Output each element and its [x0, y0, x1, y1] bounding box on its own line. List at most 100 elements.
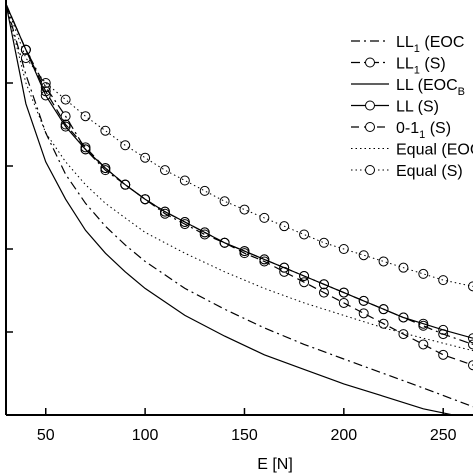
series-line — [6, 3, 473, 339]
legend-label: Equal (EOC — [396, 142, 473, 159]
legend-item: LL1 (EOC — [351, 34, 464, 55]
data-point — [20, 44, 31, 55]
legend-label: LL1 (EOC — [396, 34, 464, 55]
data-point — [398, 329, 409, 340]
data-point — [299, 229, 310, 240]
legend-label-sub: 1 — [414, 43, 420, 55]
data-point — [438, 275, 449, 286]
data-point — [20, 53, 31, 64]
data-point — [299, 277, 310, 288]
legend-label: 0-11 (S) — [396, 120, 451, 141]
data-point — [438, 349, 449, 360]
series-6 — [6, 3, 473, 292]
legend-label-main: Equal (EOC — [396, 142, 473, 159]
data-point — [378, 256, 389, 267]
data-point — [378, 318, 389, 329]
data-point — [199, 185, 210, 196]
data-point — [358, 308, 369, 319]
data-point — [120, 140, 131, 151]
legend-item: LL (EOCB — [351, 77, 465, 98]
data-point — [358, 295, 369, 306]
data-point — [468, 339, 473, 350]
data-point — [219, 196, 230, 207]
data-point — [140, 152, 151, 163]
data-point — [279, 266, 290, 277]
data-point — [40, 86, 51, 97]
legend-label-main: LL — [396, 34, 414, 51]
series-2 — [6, 3, 457, 415]
data-point — [60, 111, 71, 122]
data-point — [60, 94, 71, 105]
legend-item: LL (S) — [351, 99, 439, 116]
legend-item: Equal (S) — [351, 163, 463, 180]
data-point — [398, 312, 409, 323]
axes: 50 100 150 200 250 — [5, 0, 473, 444]
legend-label-tail: (S) — [420, 56, 446, 73]
data-point — [338, 287, 349, 298]
legend-label: LL (EOCB — [396, 77, 465, 98]
data-point — [318, 237, 329, 248]
data-point — [159, 206, 170, 217]
series-line — [6, 3, 473, 287]
x-axis-label: E [N] — [257, 456, 293, 473]
data-point — [179, 217, 190, 228]
legend-label: LL (S) — [396, 99, 439, 116]
data-point — [120, 179, 131, 190]
legend-item: 0-11 (S) — [351, 120, 451, 141]
data-point — [438, 324, 449, 335]
data-point — [199, 227, 210, 238]
data-point — [279, 262, 290, 273]
data-point — [468, 360, 473, 371]
data-point — [318, 279, 329, 290]
data-point — [299, 270, 310, 281]
data-point — [239, 204, 250, 215]
series-4 — [6, 3, 473, 371]
series-0 — [6, 3, 473, 408]
x-tick-label: 200 — [330, 427, 357, 444]
legend-item: Equal (EOC — [351, 142, 473, 159]
data-point — [100, 163, 111, 174]
data-point — [80, 111, 91, 122]
x-tick-label: 100 — [132, 427, 159, 444]
legend-marker — [365, 122, 375, 132]
data-point — [100, 125, 111, 136]
data-point — [159, 165, 170, 176]
series-5 — [6, 3, 473, 352]
data-point — [60, 119, 71, 130]
series-line — [6, 3, 457, 415]
legend-item: LL1 (S) — [351, 56, 446, 77]
legend-label-sub: B — [458, 86, 465, 98]
data-point — [279, 221, 290, 232]
data-point — [259, 212, 270, 223]
legend-label-tail: (S) — [425, 120, 451, 137]
series-line — [6, 3, 473, 352]
data-point — [418, 318, 429, 329]
legend-label-main: 0-1 — [396, 120, 419, 137]
legend-label-sub: 1 — [419, 129, 425, 141]
data-point — [140, 194, 151, 205]
x-tick-label: 150 — [231, 427, 258, 444]
data-point — [338, 244, 349, 254]
data-point — [338, 297, 349, 308]
data-point — [239, 248, 250, 259]
legend-label-tail: (EOC — [420, 34, 464, 51]
legend-marker — [365, 57, 375, 68]
legend-label-sub: 1 — [414, 65, 420, 77]
legend-marker — [365, 165, 375, 175]
series-layer — [6, 3, 473, 415]
data-point — [418, 339, 429, 350]
legend-label: LL1 (S) — [396, 56, 446, 77]
legend-label-main: Equal (S) — [396, 163, 463, 180]
legend-label-main: LL — [396, 56, 414, 73]
data-point — [259, 256, 270, 267]
data-point — [398, 262, 409, 273]
data-point — [418, 268, 429, 279]
data-point — [80, 142, 91, 153]
legend-label: Equal (S) — [396, 163, 463, 180]
data-point — [468, 333, 473, 344]
data-point — [358, 250, 369, 261]
x-tick-label: 250 — [430, 427, 457, 444]
data-point — [468, 281, 473, 292]
